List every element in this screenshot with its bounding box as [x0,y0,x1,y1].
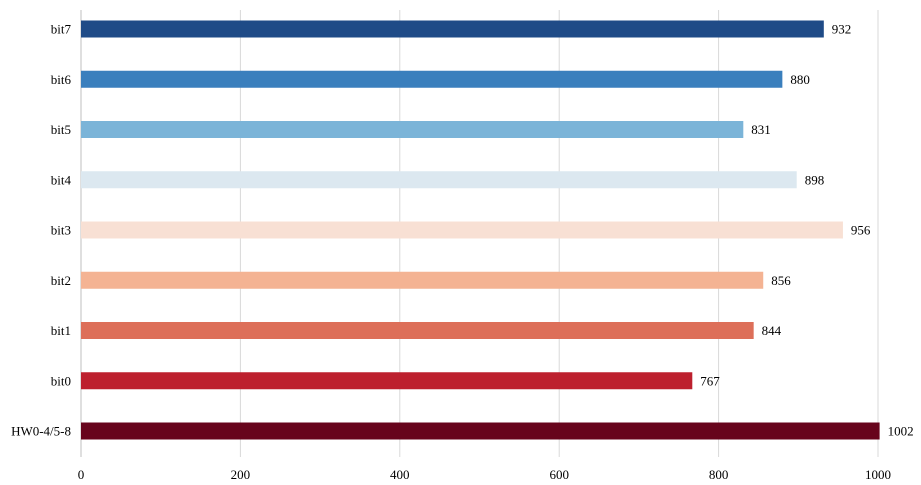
category-label-bit3: bit3 [51,223,71,238]
x-tick-label-800: 800 [709,467,729,482]
bar-bit2 [81,271,764,289]
x-tick-label-400: 400 [390,467,410,482]
category-label-bit1: bit1 [51,323,71,338]
bars [81,20,880,440]
category-label-bit0: bit0 [51,373,71,388]
category-label-bit5: bit5 [51,122,71,137]
x-axis-tick-labels: 0 200 400 600 800 1000 [78,467,891,482]
bar-bit6 [81,70,783,88]
category-label-bit7: bit7 [51,22,72,37]
value-label-bit6: 880 [790,72,810,87]
x-tick-label-1000: 1000 [865,467,891,482]
value-label-bit3: 956 [851,223,871,238]
x-tick-label-0: 0 [78,467,85,482]
bar-bit7 [81,20,824,38]
bar-bit1 [81,322,754,339]
category-label-hw0-4-5-8: HW0-4/5-8 [11,424,71,439]
value-label-bit2: 856 [771,273,791,288]
bar-bit3 [81,221,843,239]
value-label-bit5: 831 [751,122,771,137]
value-label-hw0-4-5-8: 1002 [888,424,914,439]
x-tick-label-600: 600 [549,467,569,482]
bar-bit5 [81,121,744,138]
x-tick-label-200: 200 [231,467,251,482]
value-label-bit1: 844 [762,323,782,338]
category-label-bit4: bit4 [51,172,72,187]
category-label-bit6: bit6 [51,72,72,87]
bar-bit0 [81,372,693,390]
value-label-bit7: 932 [832,22,852,37]
value-labels: 932 880 831 898 956 856 844 767 1002 [700,22,913,439]
bar-bit4 [81,171,797,189]
bar-hw0-4-5-8 [81,422,880,440]
value-label-bit4: 898 [805,172,825,187]
category-labels: bit7 bit6 bit5 bit4 bit3 bit2 bit1 bit0 HW0-4/5-… [11,22,71,439]
category-label-bit2: bit2 [51,273,71,288]
value-label-bit0: 767 [700,373,720,388]
